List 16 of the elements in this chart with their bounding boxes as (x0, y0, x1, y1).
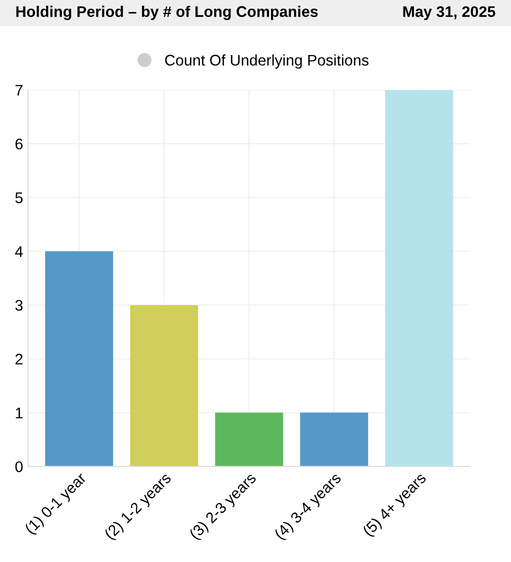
chart-subtitle: May 31, 2025 (403, 6, 496, 20)
bar (215, 412, 284, 466)
series-label: Count Of Underlying Positions (165, 54, 368, 69)
y-tick-label: 3 (15, 300, 23, 311)
bar (130, 305, 198, 466)
y-tick-label: 6 (16, 138, 23, 150)
y-tick-label: 4 (15, 246, 23, 257)
y-tick-label: 7 (16, 84, 22, 96)
bar (385, 90, 454, 466)
y-tick-label: 0 (15, 461, 23, 472)
bar (300, 412, 368, 466)
y-tick-label: 2 (16, 354, 22, 364)
bar (45, 251, 114, 466)
chart-title: Holding Period – by # of Long Companies (16, 6, 318, 20)
y-tick-label: 5 (15, 192, 23, 204)
y-tick-label: 1 (16, 408, 22, 418)
